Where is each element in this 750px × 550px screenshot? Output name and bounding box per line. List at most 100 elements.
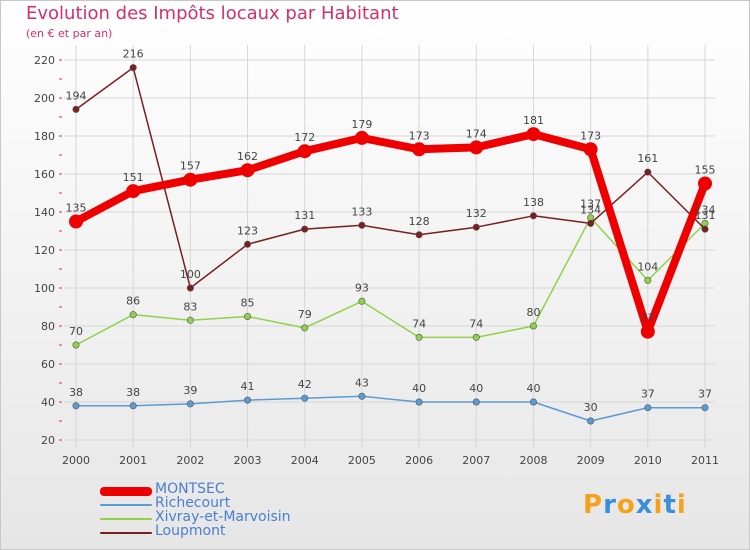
legend-swatch [100, 518, 152, 520]
x-tick-label: 2008 [519, 454, 547, 467]
data-point [472, 223, 480, 231]
y-tick-label: 140 [34, 206, 55, 219]
data-point [297, 144, 312, 159]
data-label: 93 [355, 281, 369, 294]
data-label: 181 [523, 114, 544, 127]
x-tick-label: 2002 [176, 454, 204, 467]
data-point [587, 219, 595, 227]
brand-letter: P [583, 490, 604, 520]
data-point [69, 214, 83, 229]
y-tick-label: 180 [34, 130, 55, 143]
data-label: 43 [355, 376, 369, 389]
series-line [75, 395, 706, 422]
y-tick-label: 20 [41, 434, 55, 447]
series-loupmont [72, 64, 709, 292]
data-point [644, 276, 652, 284]
y-tick-label: 80 [41, 320, 55, 333]
data-point [301, 324, 309, 332]
series-xivray-et-marvoisin [72, 214, 709, 349]
data-point [72, 341, 80, 349]
y-tick-label: 60 [41, 358, 55, 371]
legend-label: MONTSEC [155, 481, 225, 497]
data-point [72, 402, 80, 410]
series-layer [69, 64, 712, 425]
data-point [529, 398, 537, 406]
data-label: 138 [523, 196, 544, 209]
data-point [412, 142, 427, 157]
data-point [240, 163, 255, 178]
x-tick-label: 2011 [691, 454, 719, 467]
grid [64, 45, 715, 448]
data-label: 194 [66, 89, 87, 102]
data-label: 104 [637, 260, 658, 273]
legend-label: Xivray-et-Marvoisin [155, 509, 291, 525]
series-line [72, 130, 709, 336]
data-point [644, 168, 652, 176]
data-point [183, 172, 198, 187]
legend-swatch [100, 504, 152, 506]
data-label: 155 [695, 164, 716, 177]
axes: 20 40 60 80 100 120 140 160 180 200 220 2000 2001 200… [34, 54, 719, 467]
data-point [529, 322, 537, 330]
y-tick-label: 100 [34, 282, 55, 295]
data-label: 131 [695, 209, 716, 222]
data-point [301, 225, 309, 233]
data-point [186, 316, 194, 324]
data-point [701, 404, 709, 412]
brand-letter: i [676, 490, 687, 520]
data-labels: 135 151 157 162 172 179 173 174 181 173 77 155 38 38 3… [66, 48, 716, 414]
data-label: 123 [237, 224, 258, 237]
y-tick-label: 160 [34, 168, 55, 181]
data-label: 77 [641, 312, 655, 325]
data-point [129, 402, 137, 410]
data-label: 74 [469, 317, 483, 330]
data-point [129, 311, 137, 319]
data-label: 162 [237, 150, 258, 163]
chart-subtitle: (en € et par an) [26, 27, 113, 40]
data-point [244, 240, 252, 248]
data-point [186, 284, 194, 292]
data-point [354, 130, 369, 145]
legend-label: Loupmont [155, 523, 226, 539]
x-tick-label: 2004 [291, 454, 319, 467]
brand-letter: x [635, 490, 654, 520]
data-point [301, 394, 309, 402]
y-tick-label: 220 [34, 54, 55, 67]
series-montsec [69, 127, 712, 339]
brand-letter: t [663, 490, 677, 520]
data-label: 172 [294, 131, 315, 144]
data-point [415, 398, 423, 406]
data-point [472, 333, 480, 341]
data-label: 128 [409, 215, 430, 228]
data-label: 79 [298, 308, 312, 321]
brand-logo: Proxiti [583, 490, 687, 520]
x-tick-label: 2000 [62, 454, 90, 467]
data-label: 38 [69, 386, 83, 399]
data-label: 157 [180, 160, 201, 173]
data-point [244, 396, 252, 404]
data-point [472, 398, 480, 406]
legend-swatch [100, 532, 152, 534]
data-label: 100 [180, 268, 201, 281]
y-tick-label: 120 [34, 244, 55, 257]
data-point [358, 297, 366, 305]
legend-label: Richecourt [155, 495, 231, 511]
data-point [529, 212, 537, 220]
brand-letter: r [603, 490, 617, 520]
data-label: 134 [580, 203, 601, 216]
data-point [126, 184, 141, 199]
brand-letter: i [653, 490, 664, 520]
data-label: 85 [241, 297, 255, 310]
data-label: 173 [409, 129, 430, 142]
data-point [244, 312, 252, 320]
data-label: 135 [66, 202, 87, 215]
data-point [129, 64, 137, 72]
x-tick-label: 2010 [634, 454, 662, 467]
data-label: 179 [351, 118, 372, 131]
series-line [75, 216, 706, 346]
data-label: 173 [580, 129, 601, 142]
data-point [640, 324, 655, 339]
x-tick-label: 2009 [577, 454, 605, 467]
